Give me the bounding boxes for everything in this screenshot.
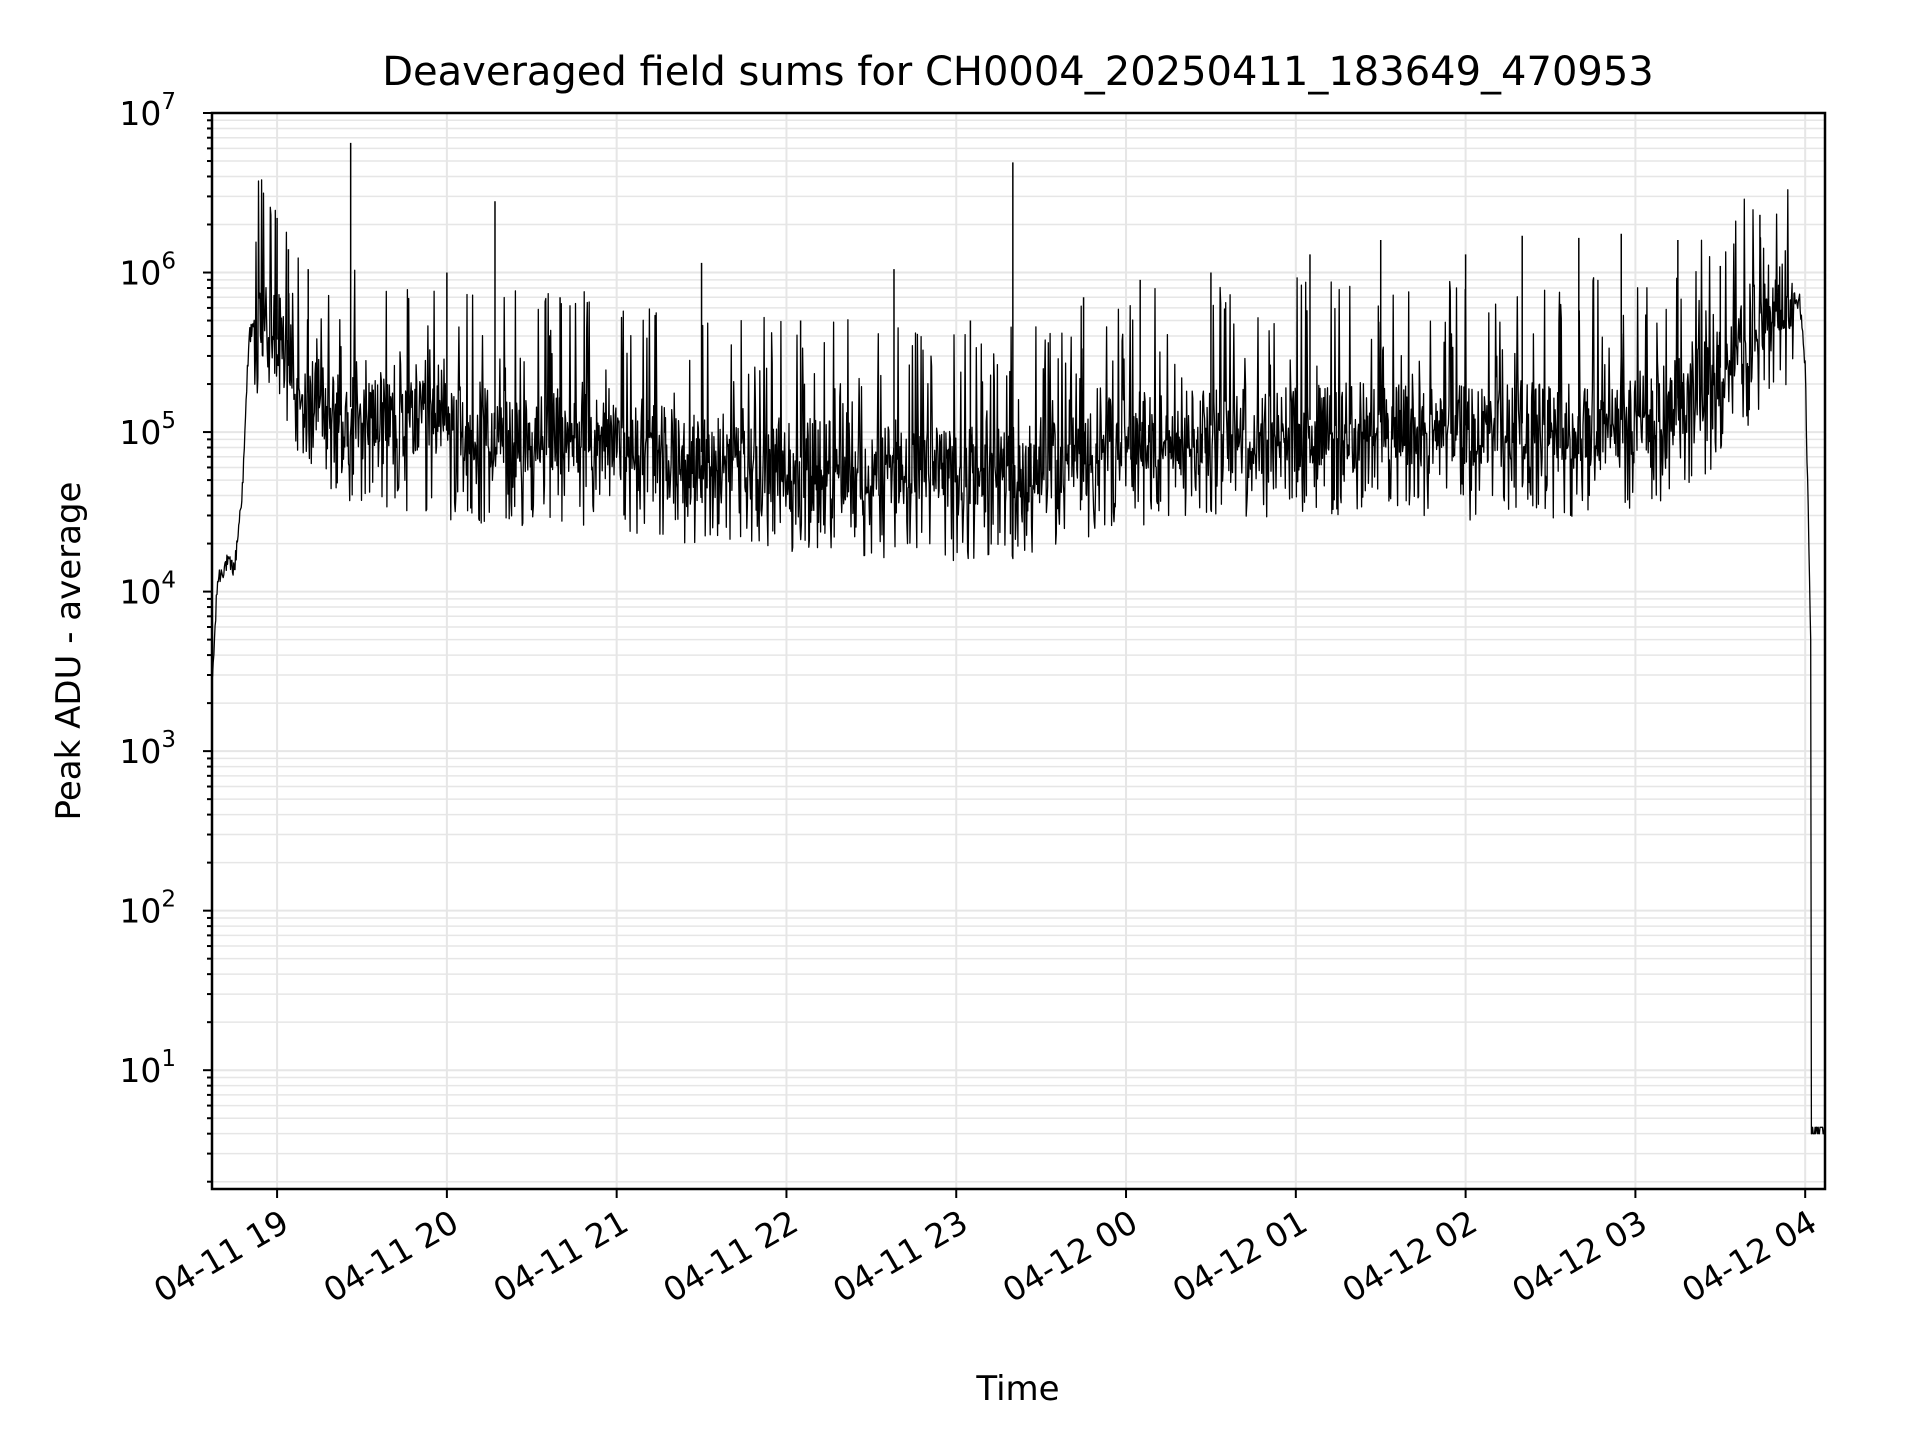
x-tick-label: 04-11 22 (656, 1202, 804, 1310)
y-tick-label: 103 (119, 727, 176, 771)
x-tick-label: 04-12 01 (1166, 1202, 1314, 1310)
y-tick-base: 10 (119, 413, 161, 452)
y-tick-exponent: 7 (161, 89, 176, 115)
y-tick-base: 10 (119, 732, 161, 771)
y-tick-label: 104 (119, 568, 176, 612)
y-tick-label: 107 (119, 89, 176, 133)
x-tick-label: 04-11 21 (487, 1202, 635, 1310)
plot-background (212, 113, 1825, 1189)
y-tick-label: 105 (119, 408, 176, 452)
plot-frame (210, 111, 1827, 1191)
y-tick-base: 10 (119, 573, 161, 612)
y-tick-exponent: 1 (161, 1046, 176, 1072)
chart-title: Deaveraged field sums for CH0004_2025041… (382, 49, 1654, 95)
series-line (211, 179, 1826, 1135)
x-tick-label: 04-11 23 (826, 1202, 974, 1310)
series-layer (211, 142, 1826, 1135)
y-tick-base: 10 (119, 892, 161, 931)
y-tick-base: 10 (119, 94, 161, 133)
x-tick-label: 04-12 00 (996, 1202, 1144, 1310)
x-tick-label: 04-11 19 (147, 1202, 295, 1310)
y-tick-exponent: 6 (161, 249, 176, 275)
x-tick-label: 04-11 20 (317, 1202, 465, 1310)
y-tick-exponent: 3 (161, 727, 176, 753)
y-tick-label: 101 (119, 1046, 176, 1090)
y-tick-exponent: 2 (161, 887, 176, 913)
y-tick-label: 102 (119, 887, 176, 931)
x-axis: 04-11 19 04-11 20 04-11 21 04-11 22 04-11 23… (147, 1189, 1823, 1310)
x-axis-label: Time (975, 1369, 1059, 1409)
y-tick-label: 106 (119, 249, 176, 293)
y-tick-exponent: 4 (161, 568, 176, 594)
y-tick-exponent: 5 (161, 408, 176, 434)
y-tick-base: 10 (119, 1051, 161, 1090)
x-tick-label: 04-12 02 (1336, 1202, 1484, 1310)
y-axis-label: Peak ADU - average (49, 482, 89, 821)
x-tick-label: 04-12 04 (1675, 1202, 1823, 1310)
x-tick-label: 04-12 03 (1505, 1202, 1653, 1310)
y-tick-base: 10 (119, 254, 161, 293)
grid (212, 112, 1825, 1189)
